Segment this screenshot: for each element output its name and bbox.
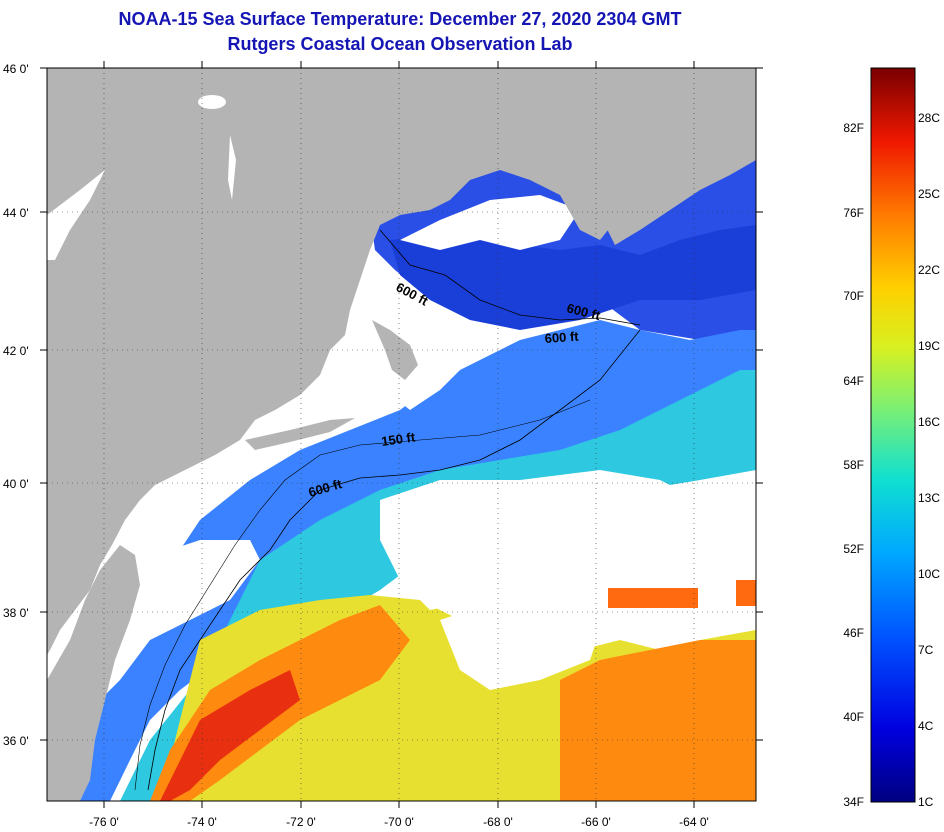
colorbar-f-label: 40F (843, 710, 864, 724)
sst-warm-filament-edge (736, 580, 756, 606)
latitude-labels: 46 0' 44 0' 42 0' 40 0' 38 0' 36 0' (3, 62, 29, 748)
temperature-colorbar (870, 67, 916, 803)
colorbar-c-label: 25C (918, 187, 940, 201)
lat-label: 38 0' (3, 606, 29, 620)
contour-line-150ft (134, 399, 591, 791)
colorbar-f-label: 76F (843, 206, 864, 220)
land-mass (47, 68, 756, 655)
lon-label: -68 0' (483, 815, 513, 829)
colorbar-fahrenheit-labels: 82F 76F 70F 64F 58F 52F 46F 40F 34F (843, 121, 864, 809)
colorbar-f-label: 46F (843, 626, 864, 640)
colorbar-c-label: 10C (918, 567, 940, 581)
map-title: NOAA-15 Sea Surface Temperature: Decembe… (118, 9, 682, 29)
lake-champlain (228, 135, 236, 200)
land-nova-scotia (600, 115, 756, 245)
longitude-labels: -76 0' -74 0' -72 0' -70 0' -68 0' -66 0… (89, 815, 709, 829)
lat-label: 46 0' (3, 62, 29, 76)
sst-cold-water-inner (390, 225, 756, 330)
colorbar-f-label: 64F (843, 374, 864, 388)
cloud-cover-south (440, 600, 600, 690)
lon-label: -72 0' (286, 815, 316, 829)
sst-shelf-water (47, 320, 756, 801)
colorbar-c-label: 1C (918, 795, 934, 809)
contour-line-600ft-north (379, 229, 641, 326)
lake (198, 95, 226, 109)
axis-ticks (40, 61, 763, 808)
colorbar-f-label: 34F (843, 795, 864, 809)
land-long-island (245, 418, 355, 450)
lat-label: 44 0' (3, 206, 29, 220)
cloud-cover-gulf-maine (400, 195, 580, 250)
colorbar-f-label: 82F (843, 121, 864, 135)
lon-label: -66 0' (581, 815, 611, 829)
colorbar-f-label: 52F (843, 542, 864, 556)
colorbar-c-label: 7C (918, 643, 934, 657)
lat-label: 42 0' (3, 344, 29, 358)
colorbar-f-label: 70F (843, 289, 864, 303)
sst-warm-filament (608, 588, 698, 608)
colorbar-f-label: 58F (843, 458, 864, 472)
cloud-cover-chesapeake (80, 540, 260, 700)
lon-label: -74 0' (187, 815, 217, 829)
graticule (47, 68, 756, 801)
colorbar-c-label: 19C (918, 339, 940, 353)
cloud-cover-central (380, 470, 700, 610)
colorbar-c-label: 22C (918, 263, 940, 277)
colorbar-c-label: 13C (918, 491, 940, 505)
lake-ontario (47, 170, 105, 260)
lat-label: 40 0' (3, 477, 29, 491)
sst-warm-eddy-east (560, 640, 756, 801)
colorbar-c-label: 28C (918, 111, 940, 125)
plot-frame (46, 67, 757, 802)
map-subtitle: Rutgers Coastal Ocean Observation Lab (227, 34, 573, 54)
colorbar-c-label: 16C (918, 415, 940, 429)
lon-label: -70 0' (384, 815, 414, 829)
lon-label: -76 0' (89, 815, 119, 829)
land-delmarva (47, 545, 140, 801)
colorbar-c-label: 4C (918, 719, 934, 733)
sst-plot-area: 600 ft 600 ft 600 ft 150 ft 600 ft (47, 68, 756, 801)
sst-warm-core-red (160, 670, 300, 801)
colorbar-celsius-labels: 28C 25C 22C 19C 16C 13C 10C 7C 4C 1C (918, 111, 940, 809)
land-cape-cod (372, 320, 418, 380)
contour-label: 150 ft (380, 429, 416, 449)
contour-line-shelf-break (147, 329, 641, 791)
lon-label: -64 0' (679, 815, 709, 829)
lat-label: 36 0' (3, 734, 29, 748)
contour-label: 600 ft (544, 329, 580, 346)
